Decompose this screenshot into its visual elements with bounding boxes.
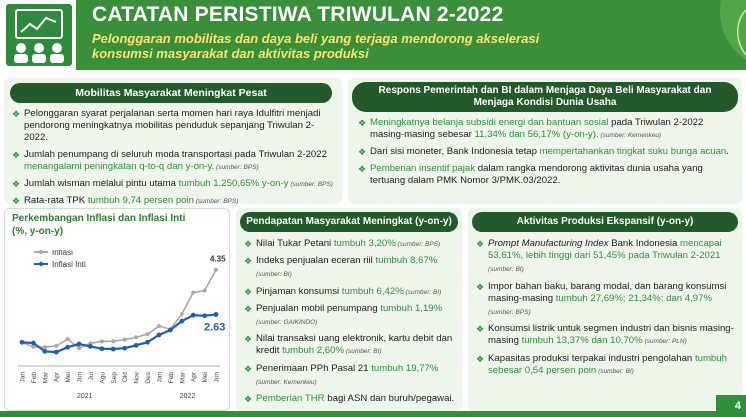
tick-label: Feb (31, 372, 38, 384)
tick-label: Nov (134, 371, 141, 383)
data-point (167, 327, 173, 333)
tick-label: Jun (77, 372, 84, 383)
data-point (99, 339, 104, 344)
year-label: 2022 (180, 393, 196, 400)
data-point (134, 335, 139, 340)
produksi-card (468, 208, 742, 411)
pendapatan-heading: Pendapatan Masyarakat Meningkat (y-on-y) (240, 212, 458, 232)
tick-label: Mar (42, 371, 49, 383)
legend-label: Inflasi (52, 250, 73, 257)
data-point (77, 346, 82, 351)
list-item: ❖ Rata-rata TPK tumbuh 9,74 persen poin (… (12, 195, 239, 207)
list-item: ❖ Dari sisi moneter, Bank Indonesia tetap… (358, 146, 729, 158)
leaf-decoration-icon (720, 0, 746, 60)
list-item: ❖ Indeks penjualan eceran riil tumbuh 8,6… (244, 255, 438, 279)
page-title: CATATAN PERISTIWA TRIWULAN 2-2022 (92, 3, 504, 26)
data-point (54, 343, 59, 348)
data-point (179, 312, 184, 317)
list-item: ❖ Pinjaman konsumsi tumbuh 6,42% (sumber:… (244, 285, 442, 297)
list-item: ❖ Jumlah wisman melalui pintu utama tumbu… (12, 178, 333, 190)
data-point (202, 288, 207, 293)
tick-label: Apr (54, 371, 61, 382)
data-point (53, 349, 59, 355)
data-point (213, 312, 219, 317)
data-point (214, 267, 218, 272)
tick-label: Mar (179, 371, 186, 383)
list-item: ❖ Konsumsi listrik untuk segmen industri … (476, 323, 734, 347)
mobilitas-list: ❖ Pelonggaran syarat perjalanan serta mom… (12, 108, 334, 212)
tick-label: Agu (99, 372, 106, 384)
list-item: ❖ Penjualan mobil penumpang tumbuh 1,19% … (244, 302, 443, 327)
pendapatan-card (236, 208, 462, 411)
tick-label: Mei (202, 372, 209, 382)
footer-strip (0, 411, 746, 417)
data-point (110, 346, 116, 352)
data-point (202, 313, 207, 319)
header: CATATAN PERISTIWA TRIWULAN 2-2022 Pelong… (0, 0, 746, 70)
mobilitas-heading: Mobilitas Masyarakat Meningkat Pesat (10, 83, 332, 103)
data-point (99, 346, 105, 352)
data-point (179, 318, 185, 324)
data-point (65, 337, 70, 342)
data-point (133, 342, 139, 348)
inflation-chart: Inflasi Inflasi Inti 4.35 2.63 Jan Feb Mar Apr M… (18, 250, 226, 400)
data-point (191, 290, 196, 295)
tick-label: Jul (88, 371, 95, 380)
tick-label: Jun (214, 372, 221, 383)
data-point (156, 324, 161, 329)
chart-card (4, 208, 230, 411)
data-point (145, 332, 150, 337)
list-item: ❖ Pelonggaran syarat perjalanan serta mom… (12, 108, 321, 144)
presentation-icon (6, 4, 72, 66)
data-point (190, 312, 196, 318)
pendapatan-list: ❖ Nilai Tukar Petani tumbuh 3,20% (sumber… (244, 238, 456, 409)
page-number: 4 (716, 395, 746, 417)
data-label: 4.35 (210, 255, 226, 264)
list-item: ❖ Nilai Tukar Petani tumbuh 3,20% (sumber… (244, 238, 441, 249)
data-point (156, 332, 162, 338)
series-line (21, 269, 217, 350)
page-subtitle: Pelonggaran mobilitas dan daya beli yang… (92, 31, 540, 61)
chart-title: Perkembangan Inflasi dan Inflasi Inti (%,… (12, 213, 186, 237)
data-point (88, 344, 93, 349)
data-point (19, 339, 25, 345)
data-point (65, 344, 71, 350)
list-item: ❖ Pemberian THR bagi ASN dan buruh/pegawa… (244, 393, 455, 405)
respons-heading: Respons Pemerintah dan BI dalam Menjaga … (352, 82, 738, 112)
list-item: ❖ Jumlah penumpang di seluruh moda transp… (12, 148, 327, 172)
produksi-heading: Aktivitas Produksi Ekspansif (y-on-y) (472, 212, 738, 232)
data-label: 2.63 (204, 321, 225, 333)
data-point (122, 345, 128, 351)
produksi-list: ❖ Prompt Manufacturing Index Bank Indones… (476, 238, 738, 382)
list-item: ❖ Nilai transaksi uang elektronik, kartu … (244, 333, 453, 357)
legend-label: Inflasi Inti (52, 260, 86, 269)
data-point (31, 340, 36, 346)
legend-marker (38, 250, 44, 255)
year-label: 2021 (77, 393, 93, 400)
list-item: ❖ Impor bahan baku, barang modal, dan bar… (476, 280, 727, 317)
list-item: ❖ Prompt Manufacturing Index Bank Indones… (476, 238, 722, 274)
data-point (42, 348, 48, 354)
list-item: ❖ Meningkatnya belanja subsidi energi dan… (358, 117, 704, 141)
tick-label: Jan (20, 372, 27, 383)
tick-label: Mei (65, 372, 72, 382)
data-point (122, 337, 127, 342)
data-point (42, 345, 47, 350)
list-item: ❖ Pemberian insentif pajak dalam rangka m… (358, 162, 703, 186)
data-point (145, 339, 150, 345)
data-point (76, 341, 82, 347)
data-point (111, 339, 116, 344)
list-item: ❖ Kapasitas produksi terpakai industri pe… (476, 352, 727, 376)
tick-label: Jan (156, 372, 163, 383)
tick-label: Apr (191, 371, 198, 382)
tick-label: Feb (168, 372, 175, 384)
list-item: ❖ Penerimaan PPh Pasal 21 tumbuh 19,77% (… (244, 362, 439, 386)
data-point (31, 344, 36, 349)
tick-label: Okt (122, 372, 129, 382)
tick-label: Des (145, 371, 152, 383)
respons-list: ❖ Meningkatnya belanja subsidi energi dan… (358, 117, 736, 191)
header-band (76, 0, 746, 70)
legend-marker (38, 261, 44, 267)
tick-label: Sep (111, 372, 118, 384)
